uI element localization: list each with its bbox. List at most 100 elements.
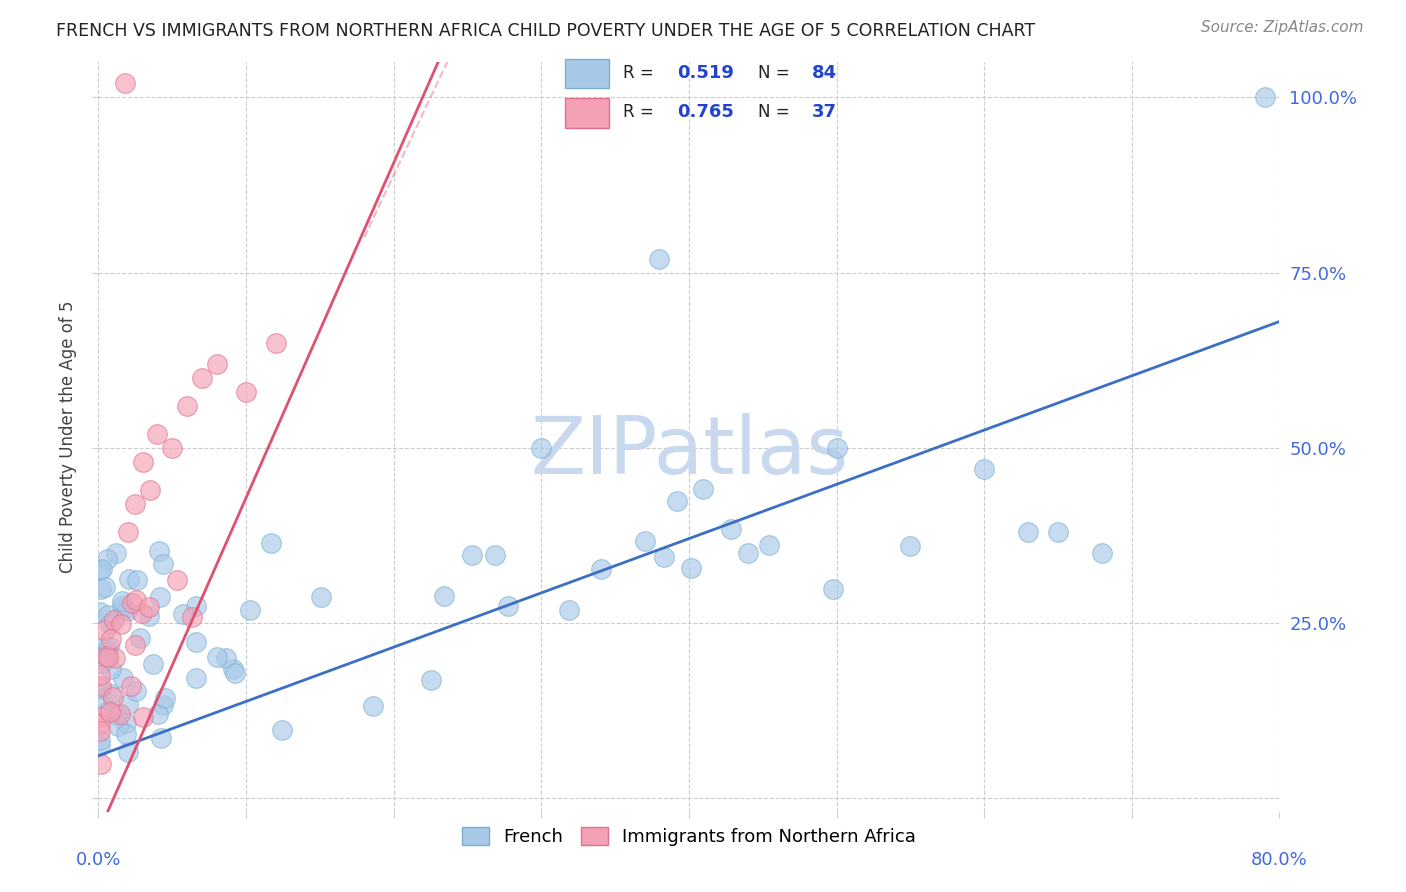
Point [117, 745, 139, 759]
Point [103, 613, 125, 627]
Text: 80.0%: 80.0% [1251, 851, 1308, 869]
Point [89, 716, 111, 731]
Point [720, 522, 742, 536]
Point [681, 561, 703, 575]
Point [224, 666, 246, 681]
Point [108, 706, 131, 721]
Point [90, 582, 112, 597]
Point [115, 715, 138, 730]
Point [96, 552, 118, 566]
Point [152, 557, 174, 571]
Point [1018, 524, 1040, 539]
Point [89, 710, 111, 724]
Point [176, 399, 198, 413]
Text: 84: 84 [811, 64, 837, 82]
Text: 37: 37 [811, 103, 837, 121]
Point [692, 483, 714, 497]
Point [124, 638, 146, 652]
Legend: French, Immigrants from Northern Africa: French, Immigrants from Northern Africa [453, 818, 925, 855]
Point [121, 596, 143, 610]
Point [93, 640, 115, 654]
Point [758, 538, 780, 552]
Point [146, 707, 169, 722]
Point [97, 704, 120, 718]
Point [900, 539, 922, 553]
Point [153, 691, 176, 706]
Point [973, 461, 995, 475]
FancyBboxPatch shape [565, 98, 609, 128]
Point [184, 634, 207, 648]
Point [93, 624, 115, 638]
Point [98, 639, 121, 653]
Point [97, 607, 120, 622]
Point [139, 483, 162, 497]
Point [184, 599, 207, 613]
Text: 0.765: 0.765 [676, 103, 734, 121]
Point [823, 582, 845, 597]
Point [94, 580, 117, 594]
Point [215, 651, 238, 665]
Point [111, 599, 134, 613]
Point [97, 649, 120, 664]
Point [149, 590, 172, 604]
Point [1254, 90, 1277, 104]
Point [112, 671, 135, 685]
Text: R =: R = [623, 64, 654, 82]
Point [89, 739, 111, 753]
Text: N =: N = [758, 103, 789, 121]
Point [419, 673, 441, 687]
Point [131, 607, 153, 621]
Point [112, 601, 135, 615]
Point [100, 687, 122, 701]
Text: R =: R = [623, 103, 654, 121]
Point [433, 590, 456, 604]
Point [115, 727, 138, 741]
Point [191, 370, 214, 384]
Point [1091, 546, 1114, 560]
Point [530, 441, 553, 455]
Point [138, 608, 160, 623]
Point [264, 335, 287, 350]
Point [94, 648, 117, 663]
Point [591, 562, 613, 576]
Point [98, 705, 121, 719]
Point [162, 441, 183, 455]
Point [634, 534, 657, 549]
Point [89, 681, 111, 695]
Point [825, 441, 848, 455]
Point [132, 710, 155, 724]
Point [110, 594, 132, 608]
Point [152, 698, 174, 712]
Point [101, 690, 124, 704]
Y-axis label: Child Poverty Under the Age of 5: Child Poverty Under the Age of 5 [59, 301, 77, 574]
Point [125, 684, 148, 698]
Point [146, 426, 169, 441]
Point [737, 546, 759, 560]
Point [132, 454, 155, 468]
Point [104, 651, 127, 665]
Point [361, 699, 384, 714]
Point [89, 563, 111, 577]
Text: 0.0%: 0.0% [76, 851, 121, 869]
Point [90, 679, 112, 693]
Text: N =: N = [758, 64, 789, 82]
Point [149, 731, 172, 745]
Point [271, 723, 294, 738]
Point [652, 549, 675, 564]
Point [110, 616, 132, 631]
Point [120, 679, 142, 693]
Point [205, 649, 228, 664]
Point [91, 562, 114, 576]
Point [148, 544, 170, 558]
Point [260, 536, 283, 550]
Point [558, 603, 581, 617]
Point [91, 656, 114, 670]
Point [222, 662, 245, 676]
Point [117, 604, 139, 618]
Point [461, 548, 484, 562]
Point [90, 757, 112, 772]
Point [138, 600, 160, 615]
Point [117, 698, 139, 712]
Point [235, 384, 257, 399]
Point [181, 610, 204, 624]
